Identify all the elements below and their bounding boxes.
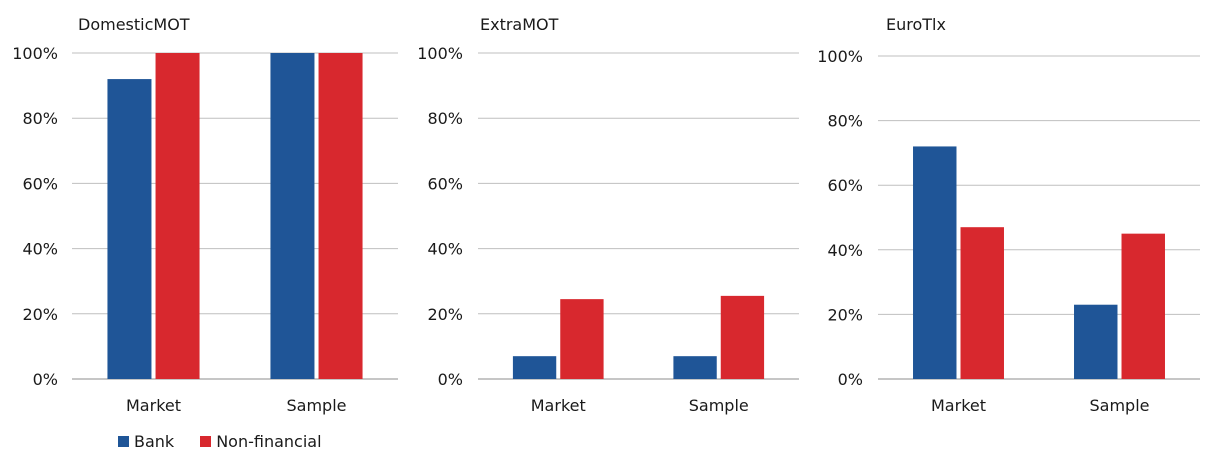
y-tick-label: 40% [22,240,58,259]
chart-title: ExtraMOT [480,15,559,34]
y-tick-label: 60% [427,174,463,193]
bar-bank [913,146,957,379]
y-tick-label: 0% [438,370,463,389]
bar-bank [270,53,315,379]
y-tick-label: 60% [827,176,863,195]
chart-title: DomesticMOT [78,15,190,34]
legend-label-nonfinancial: Non-financial [216,432,322,451]
x-tick-label: Sample [689,396,749,415]
y-tick-label: 0% [33,370,58,389]
legend: Bank Non-financial [118,432,348,451]
bar-bank [673,356,717,379]
x-tick-label: Market [931,396,986,415]
y-tick-label: 40% [427,240,463,259]
bar-nonfinancial [1121,233,1165,379]
y-tick-label: 60% [22,174,58,193]
legend-item-bank: Bank [118,432,174,451]
y-tick-label: 20% [427,305,463,324]
legend-swatch-nonfinancial [200,436,212,447]
bar-bank [1074,304,1118,379]
x-tick-label: Market [531,396,586,415]
bar-bank [107,79,152,379]
chart-title: EuroTlx [886,15,946,34]
bar-bank [512,356,557,379]
y-tick-label: 80% [427,109,463,128]
y-tick-label: 100% [417,44,463,63]
y-tick-label: 20% [827,305,863,324]
bar-nonfinancial [155,53,200,379]
bar-nonfinancial [318,53,363,379]
bar-nonfinancial [720,295,765,379]
y-tick-label: 100% [817,47,863,66]
x-tick-label: Market [126,396,181,415]
x-tick-label: Sample [287,396,347,415]
y-tick-label: 40% [827,241,863,260]
y-tick-label: 100% [12,44,58,63]
bar-nonfinancial [960,227,1004,379]
y-tick-label: 80% [827,112,863,131]
legend-label-bank: Bank [134,432,175,451]
legend-item-nonfinancial: Non-financial [200,432,322,451]
y-tick-label: 20% [22,305,58,324]
y-tick-label: 80% [22,109,58,128]
bar-nonfinancial [560,299,604,379]
legend-swatch-bank [118,436,129,447]
x-tick-label: Sample [1090,396,1150,415]
y-tick-label: 0% [838,370,863,389]
